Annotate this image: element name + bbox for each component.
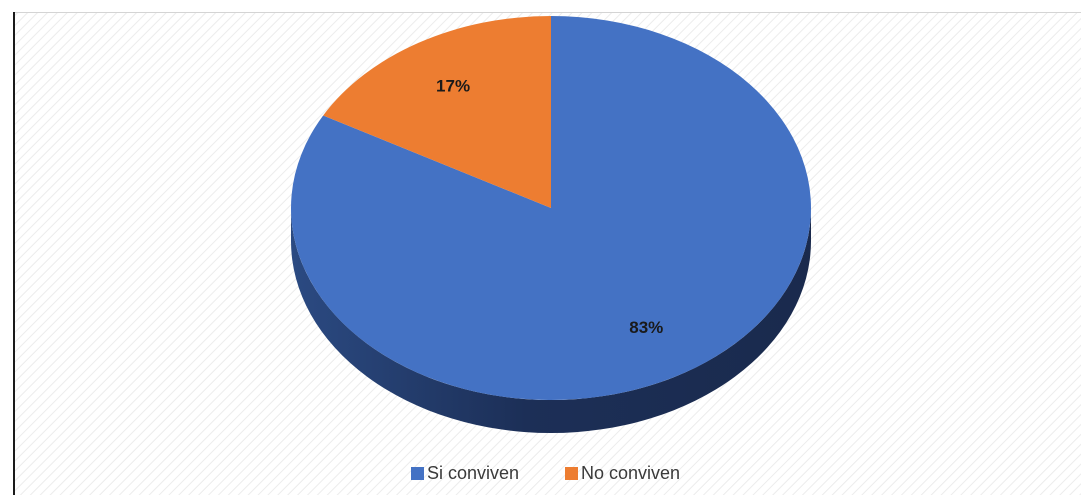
legend-item-no-conviven: No conviven [565,463,680,483]
legend-label-no-conviven: No conviven [581,463,680,483]
legend: Si conviven No conviven [411,463,680,483]
pie-slice-no-conviven [323,16,551,208]
pie-layer: 83% 17% [290,16,811,433]
legend-item-si-conviven: Si conviven [411,463,519,483]
legend-swatch-no-conviven [565,467,578,480]
pie-side-si-conviven [291,208,811,433]
legend-label-si-conviven: Si conviven [427,463,519,483]
data-label-si-conviven: 83% [629,318,663,337]
data-label-no-conviven: 17% [436,77,470,96]
legend-swatch-si-conviven [411,467,424,480]
